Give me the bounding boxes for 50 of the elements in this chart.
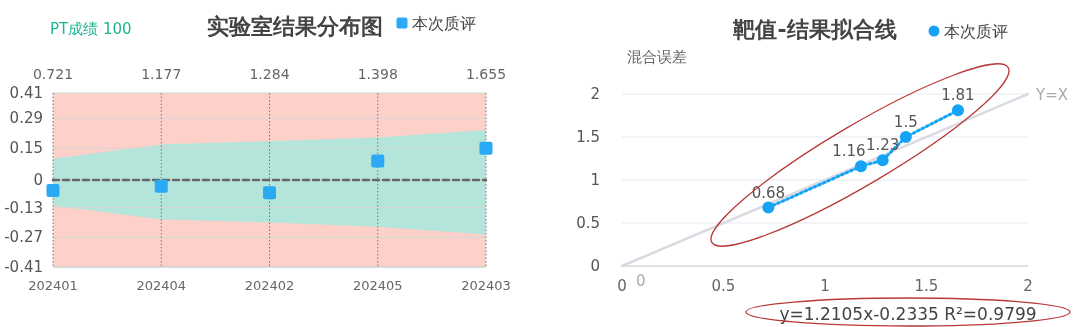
y-tick-label: 0	[590, 257, 600, 275]
point	[854, 160, 867, 173]
x-tick-label: 202403	[461, 278, 511, 293]
chart-subtitle: PT成绩 100	[50, 20, 132, 38]
text: 1.398	[357, 66, 398, 82]
chart-title: 靶值-结果拟合线	[732, 17, 897, 42]
y-tick-label: 1.5	[576, 128, 600, 146]
x-tick-label: 2	[1023, 277, 1033, 295]
point	[899, 131, 912, 143]
x-tick-label: 0.5	[711, 277, 736, 295]
point	[951, 104, 964, 117]
point	[371, 154, 385, 168]
y-tick-label: 1	[590, 171, 600, 189]
y-axis-title: 混合误差	[627, 48, 687, 66]
legend-label: 本次质评	[412, 14, 476, 33]
chart-title: 实验室结果分布图	[207, 14, 383, 39]
y-tick-label: -0.41	[4, 258, 43, 276]
y-tick-label: 0.29	[9, 109, 43, 128]
y-tick-label: -0.27	[4, 228, 43, 247]
data-label: 1.5	[893, 113, 918, 131]
y-tick-label: 0	[33, 171, 43, 189]
series-label: Y=X	[1035, 86, 1069, 104]
data-label: 0.68	[751, 183, 786, 202]
point	[876, 154, 889, 167]
x-tick-label: 202405	[352, 278, 403, 293]
x-tick-label: 202401	[28, 278, 78, 293]
point	[263, 186, 276, 200]
y-tick-label: 0.15	[9, 139, 43, 158]
x-tick-label: 1.5	[914, 277, 939, 295]
point	[762, 201, 775, 214]
text: 1.177	[141, 66, 182, 82]
point	[479, 141, 493, 155]
x-tick-label: 202402	[244, 278, 295, 293]
point	[154, 179, 168, 193]
y-tick-label: 0.5	[576, 214, 600, 232]
y-tick-label: 2	[590, 85, 600, 103]
data-label: 1.81	[941, 86, 975, 105]
y-tick-label: -0.13	[4, 198, 43, 217]
x-tick-label: 1	[820, 277, 830, 295]
y-tick-label: 0.41	[9, 84, 43, 102]
legend-label: 本次质评	[944, 22, 1008, 41]
x-tick-label: 202404	[136, 278, 187, 293]
text: 1.655	[465, 66, 507, 82]
point	[46, 184, 60, 198]
data-label: 1.16	[832, 142, 866, 161]
x-tick-label: 0	[617, 277, 627, 295]
text: 0.721	[32, 66, 74, 82]
data-label: 1.23	[865, 136, 900, 155]
text: 1.284	[249, 66, 290, 82]
text: y=1.2105x-0.2335 R²=0.9799	[779, 304, 1037, 324]
